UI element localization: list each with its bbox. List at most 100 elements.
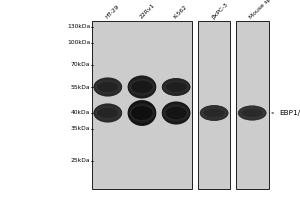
Ellipse shape bbox=[128, 77, 155, 97]
Ellipse shape bbox=[94, 103, 122, 123]
Ellipse shape bbox=[94, 105, 122, 121]
Ellipse shape bbox=[94, 79, 122, 95]
Ellipse shape bbox=[164, 82, 188, 92]
Ellipse shape bbox=[239, 107, 265, 119]
Ellipse shape bbox=[130, 105, 154, 121]
Bar bbox=[92, 21, 192, 189]
Ellipse shape bbox=[162, 101, 190, 125]
Ellipse shape bbox=[163, 104, 189, 122]
Text: 35kDa: 35kDa bbox=[70, 127, 90, 132]
Text: 70kDa: 70kDa bbox=[70, 62, 90, 68]
Ellipse shape bbox=[129, 79, 155, 95]
Ellipse shape bbox=[238, 106, 266, 120]
Ellipse shape bbox=[95, 81, 120, 93]
Ellipse shape bbox=[240, 109, 264, 117]
Ellipse shape bbox=[128, 102, 155, 124]
Ellipse shape bbox=[129, 102, 155, 124]
Ellipse shape bbox=[163, 79, 190, 95]
Text: 130kDa: 130kDa bbox=[67, 24, 90, 29]
Ellipse shape bbox=[94, 77, 122, 97]
Ellipse shape bbox=[201, 106, 227, 120]
Ellipse shape bbox=[238, 106, 266, 120]
Ellipse shape bbox=[165, 107, 187, 119]
Ellipse shape bbox=[239, 107, 265, 119]
Ellipse shape bbox=[95, 80, 121, 94]
Ellipse shape bbox=[239, 107, 266, 119]
Text: 55kDa: 55kDa bbox=[70, 85, 90, 90]
Ellipse shape bbox=[95, 106, 121, 120]
Ellipse shape bbox=[97, 108, 118, 118]
Ellipse shape bbox=[203, 109, 226, 117]
Ellipse shape bbox=[162, 79, 190, 95]
Ellipse shape bbox=[94, 79, 121, 95]
Ellipse shape bbox=[162, 102, 190, 124]
Ellipse shape bbox=[164, 105, 189, 121]
Ellipse shape bbox=[164, 82, 188, 92]
Ellipse shape bbox=[238, 106, 266, 120]
Ellipse shape bbox=[94, 104, 122, 122]
Ellipse shape bbox=[128, 101, 156, 125]
Ellipse shape bbox=[128, 101, 156, 125]
Ellipse shape bbox=[129, 78, 155, 96]
Ellipse shape bbox=[163, 103, 190, 123]
Ellipse shape bbox=[95, 107, 120, 119]
Ellipse shape bbox=[128, 75, 156, 99]
Ellipse shape bbox=[129, 79, 155, 95]
Ellipse shape bbox=[96, 108, 120, 118]
Ellipse shape bbox=[129, 78, 155, 96]
Ellipse shape bbox=[163, 80, 189, 94]
Text: 100kDa: 100kDa bbox=[67, 40, 90, 46]
Text: HT-29: HT-29 bbox=[104, 4, 120, 20]
Ellipse shape bbox=[131, 81, 153, 93]
Ellipse shape bbox=[131, 106, 153, 120]
Ellipse shape bbox=[95, 106, 121, 120]
Ellipse shape bbox=[165, 83, 188, 92]
Ellipse shape bbox=[241, 109, 264, 117]
Text: 40kDa: 40kDa bbox=[71, 110, 90, 116]
Ellipse shape bbox=[95, 80, 121, 94]
Ellipse shape bbox=[163, 80, 189, 94]
Ellipse shape bbox=[96, 82, 120, 92]
Ellipse shape bbox=[238, 105, 266, 121]
Ellipse shape bbox=[242, 109, 263, 117]
Ellipse shape bbox=[128, 76, 156, 98]
Ellipse shape bbox=[200, 106, 228, 120]
Ellipse shape bbox=[96, 81, 120, 93]
Text: βxPC-3: βxPC-3 bbox=[211, 2, 229, 20]
Ellipse shape bbox=[130, 80, 154, 94]
Bar bbox=[236, 21, 268, 189]
Ellipse shape bbox=[128, 100, 156, 126]
Ellipse shape bbox=[165, 107, 188, 119]
Ellipse shape bbox=[162, 78, 190, 96]
Ellipse shape bbox=[200, 105, 228, 121]
Ellipse shape bbox=[202, 108, 226, 118]
Text: K-562: K-562 bbox=[172, 4, 188, 20]
Ellipse shape bbox=[163, 80, 189, 94]
Ellipse shape bbox=[240, 108, 265, 118]
Text: 25kDa: 25kDa bbox=[70, 158, 90, 164]
Ellipse shape bbox=[201, 107, 227, 119]
Ellipse shape bbox=[203, 109, 225, 117]
Ellipse shape bbox=[164, 107, 188, 119]
Ellipse shape bbox=[96, 108, 119, 118]
Ellipse shape bbox=[163, 105, 189, 121]
Text: 22Rv1: 22Rv1 bbox=[138, 3, 156, 20]
Ellipse shape bbox=[164, 106, 188, 120]
Text: Mouse spleen: Mouse spleen bbox=[249, 0, 281, 20]
Ellipse shape bbox=[130, 81, 153, 93]
Ellipse shape bbox=[129, 104, 155, 122]
Ellipse shape bbox=[95, 80, 120, 94]
Ellipse shape bbox=[162, 102, 190, 124]
Ellipse shape bbox=[163, 104, 189, 122]
Ellipse shape bbox=[94, 78, 122, 96]
Ellipse shape bbox=[202, 108, 227, 118]
Ellipse shape bbox=[162, 78, 190, 96]
Ellipse shape bbox=[164, 81, 188, 93]
Ellipse shape bbox=[95, 106, 120, 120]
Ellipse shape bbox=[97, 82, 118, 92]
Ellipse shape bbox=[96, 82, 119, 92]
Ellipse shape bbox=[130, 81, 154, 93]
Ellipse shape bbox=[164, 106, 188, 120]
Ellipse shape bbox=[202, 109, 226, 117]
Ellipse shape bbox=[94, 105, 121, 121]
